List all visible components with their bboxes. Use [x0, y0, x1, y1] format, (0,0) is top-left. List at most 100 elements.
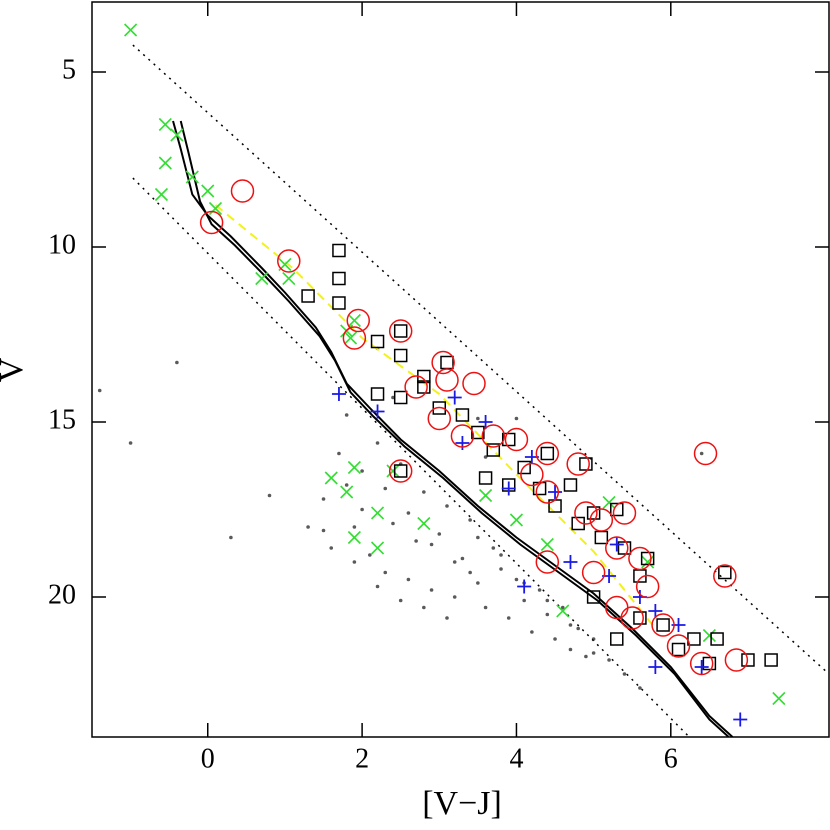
circle-marker: [450, 424, 475, 448]
field-star: [406, 511, 411, 515]
x-marker: [347, 530, 361, 545]
field-star: [391, 395, 395, 400]
x-marker: [556, 604, 570, 618]
circle-marker: [230, 179, 255, 203]
square-marker: [393, 324, 408, 338]
square-marker: [633, 611, 647, 625]
field-star: [545, 612, 550, 617]
field-star: [398, 598, 403, 603]
field-star: [406, 577, 411, 582]
y-axis-label: V: [0, 357, 30, 382]
circle-marker: [589, 508, 614, 532]
circle-marker: [277, 249, 301, 273]
square-marker: [471, 425, 485, 440]
field-star: [607, 658, 611, 662]
field-star: [584, 654, 588, 659]
field-star: [591, 651, 596, 655]
field-star: [476, 535, 480, 540]
square-marker: [710, 632, 724, 646]
square-marker: [432, 401, 447, 415]
x-marker: [324, 471, 338, 485]
field-star: [468, 518, 472, 522]
field-star: [522, 598, 526, 603]
plus-marker: [694, 660, 709, 674]
circle-marker: [620, 606, 644, 630]
x-marker: [124, 23, 138, 37]
field-star: [638, 686, 642, 690]
field-star: [560, 605, 565, 610]
field-star: [514, 577, 519, 582]
field-star: [383, 486, 388, 491]
x-marker: [154, 187, 169, 202]
dotted-line: [132, 44, 829, 675]
field-star: [568, 647, 573, 652]
circle-marker: [574, 501, 598, 525]
x-tick-label: 2: [355, 743, 369, 774]
field-star: [530, 630, 534, 634]
field-star: [622, 672, 627, 676]
field-star: [514, 416, 519, 421]
field-star: [499, 567, 503, 571]
field-star: [128, 441, 133, 445]
circle-marker: [724, 648, 749, 672]
field-star: [383, 570, 388, 575]
plus-marker: [455, 436, 470, 450]
field-star: [452, 595, 457, 599]
field-star: [321, 497, 326, 501]
x-marker: [170, 128, 184, 142]
square-marker: [586, 506, 601, 520]
field-star: [445, 504, 449, 508]
circle-marker: [535, 441, 560, 466]
x-marker: [158, 117, 172, 132]
field-star: [452, 560, 457, 564]
field-star: [483, 605, 488, 610]
square-marker: [610, 632, 624, 646]
square-marker: [540, 446, 555, 461]
x-marker: [185, 170, 199, 184]
x-marker: [343, 331, 358, 345]
field-star: [483, 455, 488, 459]
y-tick-label: 15: [48, 404, 76, 435]
square-marker: [718, 565, 732, 580]
x-marker: [282, 271, 296, 286]
field-star: [414, 539, 418, 543]
plus-marker: [501, 481, 516, 496]
circle-marker: [612, 501, 637, 525]
circle-marker: [342, 326, 367, 350]
square-marker: [517, 460, 531, 475]
x-marker: [772, 691, 786, 706]
field-star: [344, 413, 349, 417]
field-star: [352, 560, 357, 564]
circle-marker: [504, 427, 529, 452]
circle-marker: [535, 550, 560, 574]
field-star: [267, 493, 272, 498]
dotted-line: [132, 177, 690, 737]
x-marker: [417, 516, 431, 531]
field-star: [699, 451, 704, 456]
field-star: [499, 553, 503, 557]
plot-frame: [91, 1, 830, 738]
field-star: [445, 616, 449, 620]
square-marker: [393, 390, 408, 405]
circle-marker: [199, 210, 224, 235]
y-tick-label: 20: [48, 579, 76, 610]
x-marker: [509, 513, 524, 527]
circle-marker: [689, 651, 714, 676]
x-marker: [602, 495, 616, 510]
field-star: [337, 451, 341, 456]
square-marker: [501, 432, 516, 447]
x-marker: [386, 464, 400, 478]
field-star: [360, 469, 364, 473]
field-star: [491, 546, 496, 550]
square-marker: [671, 642, 686, 657]
square-marker: [617, 541, 632, 555]
plus-marker: [447, 390, 462, 405]
x-marker: [370, 506, 385, 520]
y-tick-label: 10: [48, 229, 76, 260]
field-star: [476, 416, 480, 421]
circle-marker: [635, 574, 660, 599]
x-marker: [208, 201, 223, 216]
field-star: [306, 525, 310, 529]
field-star: [360, 507, 364, 512]
